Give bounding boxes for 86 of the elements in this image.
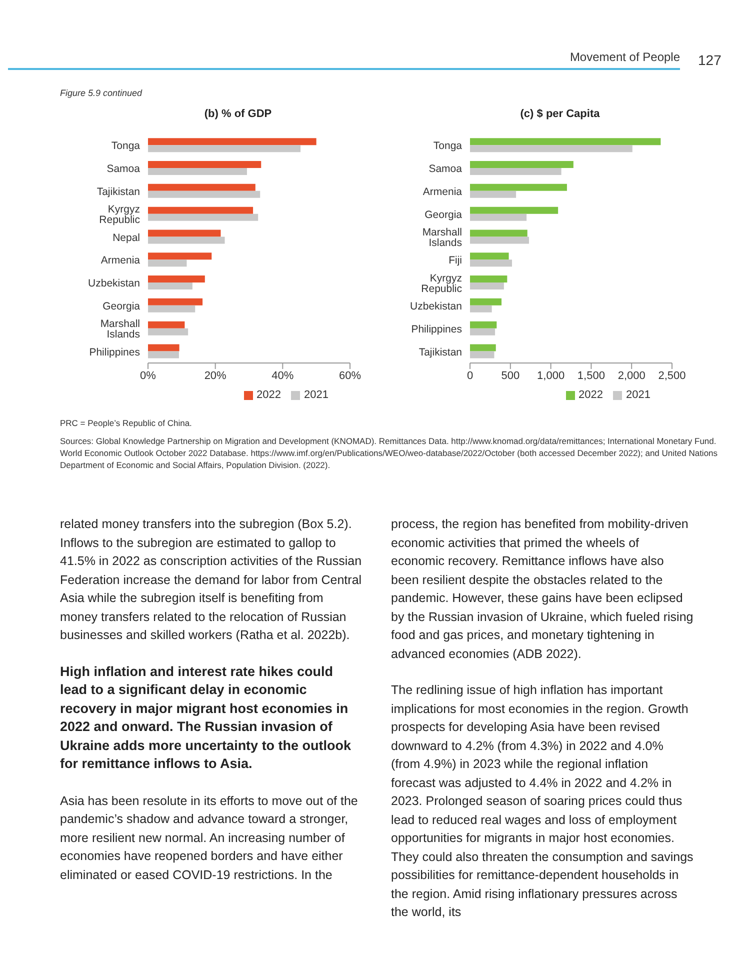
bar	[148, 305, 196, 312]
bar	[148, 260, 187, 267]
y-tick-label: Tonga	[111, 140, 140, 152]
y-tick-label: Georgia	[102, 300, 140, 312]
y-tick-label: Tonga	[433, 140, 462, 152]
y-tick-label: Armenia	[100, 254, 140, 267]
text: process, the region has benefited from mobility-driven economic activities that primed the wheels of economic recovery. Remittance inflows have also been resilient despite the obstacles related to the pandemic. However, these gains have been eclipsed by the Russian invasion of Ukraine, which fueled rising food and gas prices, and monetary tightening in advanced economies (ADB 2022).	[391, 517, 694, 660]
bar	[148, 214, 258, 221]
text: The redlining issue of high inflation has important implications for most economies in the region. Growth prospects for developing Asia have been revised downward to 4.2% (from 4.3%) in 2022 and 4.0% (from 4.9%) in 2023 while the regional inflation forecast was adjusted to 4.4% in 2022 and 4.2% in 2023. Prolonged season of soaring prices could thus lead to reduced real wages and loss of employment opportunities for migrants in major host economies. They could also threaten the consumption and savings possibilities for remittance-dependent households in the region. Amid rising inflationary pressures across the world, its	[391, 683, 694, 919]
bar	[148, 236, 225, 244]
bar	[148, 252, 212, 260]
y-tick-label: Uzbekistan	[410, 300, 462, 312]
y-tick-label: Georgia	[424, 208, 462, 221]
x-tick-label: 0%	[140, 370, 156, 382]
y-tick-label: Armenia	[422, 186, 462, 198]
bar	[470, 230, 528, 237]
bar	[148, 282, 192, 290]
bar	[470, 351, 494, 358]
bar	[470, 168, 562, 176]
text: 127	[698, 52, 722, 68]
bar	[470, 236, 529, 244]
bar	[470, 260, 512, 267]
bar	[148, 276, 205, 283]
legend-label: 2021	[626, 389, 650, 401]
bar	[148, 328, 188, 336]
chart-title: (b) % of GDP	[203, 108, 273, 120]
x-tick-label: 500	[501, 370, 520, 382]
bar	[148, 344, 180, 352]
bar	[148, 298, 203, 306]
y-tick-label: Samoa	[106, 163, 140, 176]
bar	[148, 190, 260, 198]
bar	[470, 184, 567, 191]
legend-label: 2021	[304, 389, 328, 401]
y-tick-label: Nepal	[112, 232, 140, 244]
x-tick-label: 20%	[204, 370, 227, 382]
bar	[470, 298, 502, 306]
bar	[470, 321, 497, 328]
legend-label: 2022	[578, 389, 603, 401]
text: PRC = People’s Republic of China.	[60, 418, 192, 428]
y-tick-label: Kyrgyz Republic	[99, 204, 140, 226]
bar	[148, 206, 254, 214]
legend-label: 2022	[256, 389, 281, 401]
y-tick-label: Kyrgyz Republic	[421, 272, 462, 295]
bar	[470, 276, 508, 283]
x-tick-label: 1,500	[577, 370, 605, 382]
bar	[470, 214, 527, 221]
y-tick-label: Samoa	[428, 163, 462, 176]
bar	[148, 321, 185, 328]
bar	[470, 161, 574, 168]
y-tick-label: Tajikistan	[418, 346, 462, 358]
bar	[148, 161, 262, 168]
text: High inflation and interest rate hikes could lead to a significant delay in economic recovery in major migrant host economies in 2022 and onward. The Russian invasion of Ukraine adds more uncertainty to the outlook for remittance inflows to Asia.	[60, 664, 352, 771]
x-tick-label: 40%	[272, 370, 294, 382]
bar	[470, 252, 509, 260]
y-tick-label: Uzbekistan	[88, 278, 140, 290]
bar	[470, 282, 504, 290]
y-tick-label: Marshall Islands	[100, 318, 140, 341]
bar	[470, 206, 558, 214]
text: Asia has been resolute in its efforts to move out of the pandemic’s shadow and advance toward a stronger, more resilient new normal. An increasing number of economies have reopened borders and have either eliminated or eased COVID-19 restrictions. In the	[60, 794, 358, 882]
bar	[148, 138, 316, 146]
y-tick-label: Philippines	[411, 323, 462, 336]
bar	[470, 190, 516, 198]
x-tick-label: 1,000	[537, 370, 565, 382]
y-tick-label: Tajikistan	[96, 186, 140, 198]
source-note: Sources: Global Knowledge Partnership on Migration and Development (KNOMAD). Remittances Data. http://www.knomad.org/data/remittances; International Monetary Fund. World Economic Outlook October 2022 Database. https://www.imf.org/en/Publications/WEO/weo-database/2022/October (both accessed December 2022); and United Nations Department of Economic and Social Affairs, Population Division. (2022).	[60, 436, 718, 470]
bar	[470, 145, 632, 152]
caption: Figure 5.9 continued	[60, 88, 142, 98]
x-tick-label: 0	[466, 370, 474, 382]
text: Movement of People	[570, 50, 680, 64]
chart-title: (c) $ per Capita	[519, 108, 601, 120]
bar	[148, 168, 247, 176]
bar	[148, 145, 301, 152]
bar	[470, 138, 661, 146]
x-tick-label: 2,500	[658, 370, 686, 382]
y-tick-label: Fiji	[448, 254, 462, 267]
x-tick-label: 2,000	[618, 370, 646, 382]
bar	[470, 328, 496, 336]
bar	[148, 184, 256, 191]
bar	[470, 305, 492, 312]
y-tick-label: Marshall Islands	[422, 226, 462, 250]
bar	[148, 351, 179, 358]
text: related money transfers into the subregion (Box 5.2). Inflows to the subregion are estimated to gallop to 41.5% in 2022 as conscription activities of the Russian Federation increase the demand for labor from Central Asia while the subregion itself is benefiting from money transfers related to the relocation of Russian businesses and skilled workers (Ratha et al. 2022b).	[60, 517, 362, 642]
bar	[148, 230, 221, 237]
bar	[470, 344, 496, 352]
y-tick-label: Philippines	[89, 346, 140, 358]
x-tick-label: 60%	[338, 370, 362, 382]
